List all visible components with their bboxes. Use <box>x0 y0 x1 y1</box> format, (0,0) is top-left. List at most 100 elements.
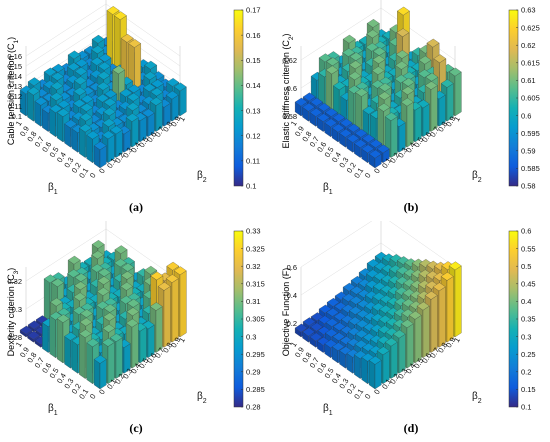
bar-top <box>339 128 353 138</box>
bar-face <box>446 276 454 343</box>
x-axis-label-sub: 1 <box>329 410 333 417</box>
colorbar-tick-label: 0.5 <box>521 262 531 271</box>
panel-caption-d: (d) <box>403 421 419 435</box>
y-tick-label: 1 <box>452 336 462 344</box>
panel-caption-b: (b) <box>403 200 419 214</box>
bar-top <box>310 322 324 332</box>
bar-top <box>74 76 87 86</box>
bar-face <box>414 314 422 364</box>
bar-top <box>74 281 87 291</box>
colorbar-tick-label: 0.25 <box>521 350 536 359</box>
bar-top <box>378 82 392 92</box>
bar-top <box>93 355 107 364</box>
colorbar-tick-label: 0.29 <box>246 368 261 377</box>
colorbar-tick-label: 0.28 <box>246 403 261 412</box>
bar-face <box>56 112 64 143</box>
bar-top <box>165 274 179 283</box>
colorbar-tick-label: 0.12 <box>246 131 261 140</box>
bar-top <box>104 297 118 307</box>
bar-top <box>354 139 367 148</box>
colorbar-tick-label: 0.605 <box>521 94 540 103</box>
colorbar-tick-label: 0.2 <box>521 368 531 377</box>
bar-face <box>454 265 462 338</box>
bar-top <box>98 61 111 71</box>
bar-face <box>56 318 64 364</box>
z-tick-label: 0.16 <box>7 52 22 61</box>
bar-top <box>34 96 48 106</box>
bar-top <box>128 39 142 48</box>
bar-face <box>454 71 462 117</box>
bars <box>19 6 187 169</box>
bar-top <box>104 89 118 99</box>
bar-top <box>149 97 163 106</box>
z-tick-label: 0.3 <box>12 305 22 314</box>
colorbar-tick-label: 0.4 <box>521 297 531 306</box>
bar-face <box>27 90 34 122</box>
bar-top <box>346 134 360 143</box>
colorbar-tick-label: 0.285 <box>246 385 265 394</box>
bar-top <box>74 67 88 76</box>
bar-top <box>120 282 134 291</box>
bar-face <box>430 295 438 353</box>
bar-top <box>302 102 316 112</box>
x-axis-label-sub: 1 <box>54 189 58 196</box>
bar-face <box>86 134 93 164</box>
chart-panel-c: 0.28 0.3 0.32 Dexterity criterion (C3) 1 0.9 0… <box>0 221 275 442</box>
bar-top <box>103 303 117 313</box>
bar-top <box>119 88 133 98</box>
bar-face <box>163 286 171 348</box>
bar-top <box>416 301 430 311</box>
bar-top <box>294 323 308 333</box>
bar-top <box>317 102 331 112</box>
bar-top <box>325 328 338 338</box>
bar-top <box>376 346 390 356</box>
colorbar-tick-label: 0.32 <box>246 262 261 271</box>
bar-top <box>173 82 187 92</box>
bar-top <box>80 302 94 312</box>
bar-top <box>361 144 375 154</box>
bar-face <box>107 342 115 385</box>
bar-top <box>125 318 139 328</box>
y-tick-label: 1 <box>452 115 462 123</box>
bar-face <box>361 357 368 385</box>
bar-top <box>50 92 63 101</box>
bar-top <box>342 34 356 44</box>
bar-top <box>318 304 332 314</box>
bar-top <box>67 255 81 265</box>
bar-top <box>396 28 410 37</box>
bar-top <box>384 112 398 121</box>
bar-top <box>379 76 393 86</box>
bar-top <box>302 317 316 327</box>
bar-top <box>90 263 104 273</box>
bar-face <box>34 101 41 127</box>
z-tick-label: 0.4 <box>287 291 297 300</box>
x-tick-label: 1 <box>289 119 299 127</box>
bar-top <box>150 87 164 97</box>
bar-top <box>64 119 78 129</box>
z-axis: 0.58 0.6 0.62 <box>282 56 297 121</box>
bar-top <box>151 79 164 88</box>
bar-top <box>368 355 382 365</box>
x-axis: 10.90.80.70.60.50.40.30.20.10 <box>289 119 373 179</box>
bar-top <box>424 291 438 300</box>
z-tick-label: 0.2 <box>287 319 297 328</box>
z-tick-label: 0.6 <box>287 263 297 272</box>
bar-top <box>149 302 163 311</box>
z-tick-label: 0.13 <box>7 82 22 91</box>
bar-top <box>101 338 115 347</box>
bar-top <box>50 81 64 91</box>
z-tick-label: 0.11 <box>8 102 22 111</box>
bar-top <box>432 282 446 292</box>
z-axis-label-close: ) <box>281 34 291 37</box>
grid-line <box>25 3 181 57</box>
bar-top <box>73 87 87 96</box>
bar-top <box>80 94 94 104</box>
bar-top <box>166 78 180 87</box>
bar-top <box>347 123 361 133</box>
bar-top <box>114 245 128 254</box>
bar-top <box>395 61 409 70</box>
bar-top <box>79 123 92 133</box>
bar-top <box>86 338 100 348</box>
colorbar-tick-label: 0.3 <box>521 332 531 341</box>
